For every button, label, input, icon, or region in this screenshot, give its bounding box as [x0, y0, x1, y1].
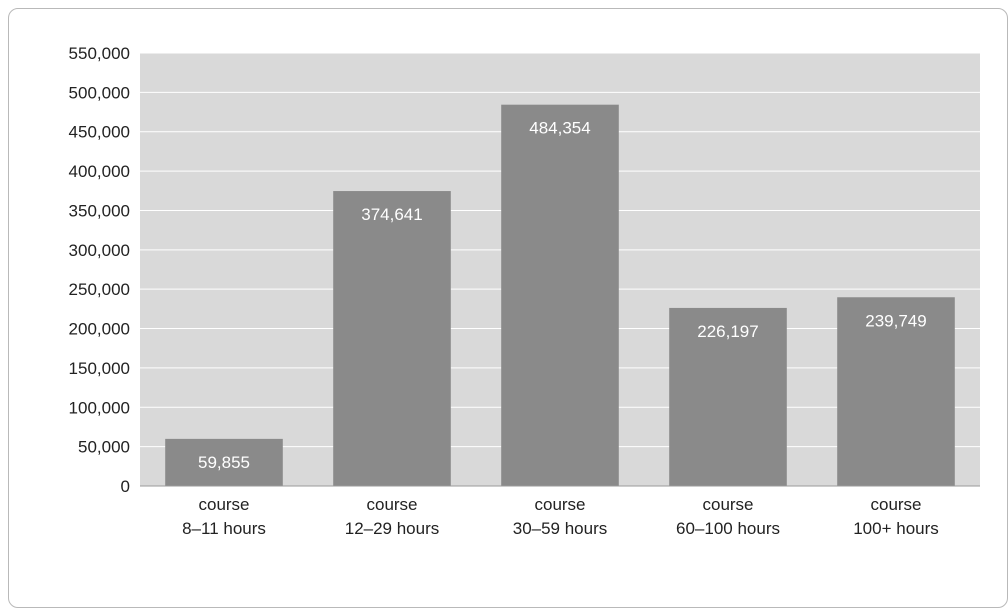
- y-tick-label: 350,000: [69, 201, 130, 220]
- x-category-label: course: [870, 495, 921, 514]
- bar-value-label: 484,354: [529, 119, 590, 138]
- y-axis-tick-labels: 0 50,000 100,000 150,000 200,000 250,000 300,0…: [69, 44, 130, 496]
- y-tick-label: 0: [121, 477, 130, 496]
- y-tick-label: 450,000: [69, 123, 130, 142]
- bars: 59,855 374,641 484,354 226,197 239,749: [165, 104, 955, 486]
- x-category-label: 60–100 hours: [676, 519, 780, 538]
- x-axis-category-labels: course 8–11 hours course 12–29 hours course 3…: [182, 495, 939, 538]
- bar-value-label: 239,749: [865, 311, 926, 330]
- x-category-label: 30–59 hours: [513, 519, 608, 538]
- x-category-label: 100+ hours: [853, 519, 939, 538]
- x-category-label: 8–11 hours: [182, 519, 266, 538]
- x-category-label: 12–29 hours: [345, 519, 440, 538]
- y-tick-label: 50,000: [78, 438, 130, 457]
- y-tick-label: 250,000: [69, 280, 130, 299]
- bar: [333, 191, 451, 486]
- y-tick-label: 300,000: [69, 241, 130, 260]
- bar: [837, 297, 955, 486]
- x-category-label: course: [366, 495, 417, 514]
- bar-value-label: 226,197: [697, 322, 758, 341]
- x-category-label: course: [702, 495, 753, 514]
- y-tick-label: 150,000: [69, 359, 130, 378]
- bar: [501, 104, 619, 486]
- y-tick-label: 100,000: [69, 398, 130, 417]
- bar: [165, 438, 283, 486]
- bar: [669, 307, 787, 486]
- y-tick-label: 200,000: [69, 320, 130, 339]
- x-category-label: course: [198, 495, 249, 514]
- bar-chart: 59,855 374,641 484,354 226,197 239,749 0 50,0…: [69, 44, 980, 538]
- y-tick-label: 400,000: [69, 162, 130, 181]
- bar-value-label: 374,641: [361, 205, 422, 224]
- bar-value-label: 59,855: [198, 453, 250, 472]
- y-tick-label: 500,000: [69, 83, 130, 102]
- y-tick-label: 550,000: [69, 44, 130, 63]
- x-category-label: course: [534, 495, 585, 514]
